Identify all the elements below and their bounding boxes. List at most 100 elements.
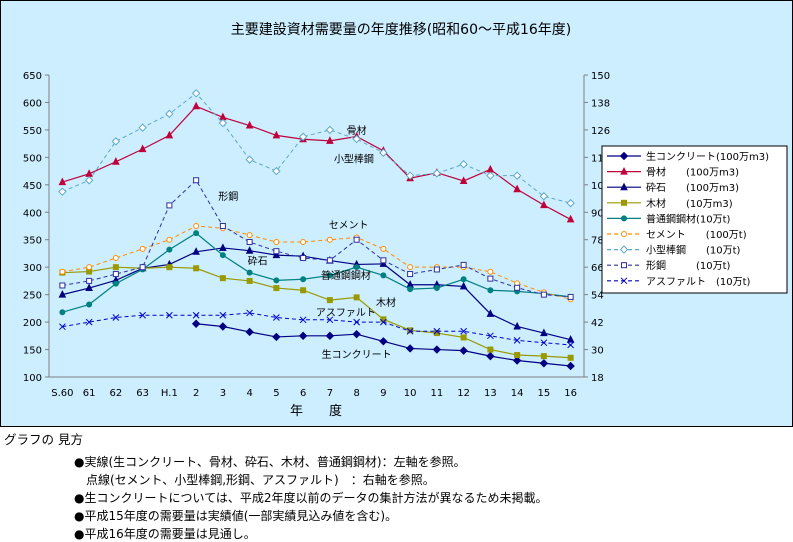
data-point — [138, 123, 147, 132]
data-point — [486, 164, 495, 173]
x-axis-tick-label: 5 — [273, 388, 279, 399]
data-point — [460, 261, 467, 268]
left-axis-tick-label: 600 — [23, 98, 42, 109]
data-point — [487, 346, 494, 353]
left-axis-tick-label: 100 — [23, 373, 42, 384]
x-axis-tick-label: 9 — [380, 388, 386, 399]
legend-marker-group — [621, 215, 627, 222]
data-point — [59, 282, 66, 289]
data-point — [246, 269, 253, 276]
legend-marker-group — [619, 245, 629, 254]
note-line: ●実線(生コンクリート、骨材、砕石、木材、普通鋼鋼材)：左軸を参照。 — [74, 455, 466, 469]
data-point — [139, 264, 146, 271]
data-point — [540, 339, 548, 347]
data-point — [352, 134, 361, 144]
notes-title: グラフの 見方 — [4, 432, 83, 447]
series-annotation: 生コンクリート — [322, 348, 392, 361]
data-point — [512, 171, 522, 180]
legend-label: 骨材 (100万m3) — [646, 166, 739, 179]
data-point — [85, 283, 93, 292]
data-point — [166, 236, 173, 243]
left-axis-tick-label: 250 — [23, 291, 42, 302]
data-point — [487, 268, 494, 275]
right-axis-tick-label: 54 — [591, 291, 604, 302]
series-line — [62, 247, 571, 341]
x-axis-tick-label: 12 — [457, 388, 470, 399]
series-annotation: 木材 — [376, 296, 396, 309]
legend-marker-group — [620, 166, 628, 175]
series-annotation: 骨材 — [347, 124, 367, 137]
series-annotation: 普通鋼鋼材 — [321, 269, 371, 282]
left-axis-tick-label: 400 — [23, 208, 42, 219]
data-point — [58, 177, 67, 186]
data-point — [326, 136, 334, 144]
x-axis-tick-label: 15 — [538, 388, 551, 399]
data-point — [487, 275, 494, 282]
data-point — [326, 236, 333, 243]
data-point — [379, 337, 388, 346]
x-axis-tick-label: 10 — [404, 388, 417, 399]
data-point — [380, 318, 387, 326]
right-axis-tick-label: 18 — [591, 373, 604, 384]
data-point — [165, 109, 174, 119]
x-axis-tick-label: 61 — [83, 388, 96, 399]
data-point — [513, 184, 521, 193]
x-axis-tick-label: 16 — [564, 388, 577, 399]
legend-marker — [621, 199, 627, 206]
left-axis-tick-label: 350 — [23, 236, 42, 247]
series-annotation: セメント — [329, 219, 369, 231]
note-line: ●平成15年度の需要量は実績値(一部実績見込み値を含む)。 — [74, 509, 398, 523]
data-point — [380, 245, 387, 252]
series-annotation: 砕石 — [248, 256, 268, 268]
x-axis-tick-label: 11 — [431, 388, 444, 399]
legend-label: アスファルト (10万t) — [646, 277, 751, 288]
data-point — [298, 132, 308, 141]
data-point — [566, 335, 575, 343]
legend-marker-group — [621, 262, 627, 269]
data-point — [405, 344, 415, 353]
data-point — [407, 264, 414, 271]
data-point — [166, 202, 173, 209]
legend-label: セメント (100万t) — [646, 229, 747, 241]
data-point — [326, 272, 333, 279]
x-axis-tick-label: S.60 — [51, 388, 73, 399]
data-point — [299, 316, 307, 324]
data-point — [273, 277, 280, 284]
data-point — [486, 171, 495, 180]
legend-label: 小型棒鋼 (10万t) — [646, 244, 741, 257]
right-axis-tick-label: 90 — [591, 208, 604, 219]
data-point — [86, 264, 93, 271]
data-point — [566, 361, 575, 371]
data-point — [191, 89, 201, 98]
right-axis-tick-label: 78 — [591, 236, 604, 247]
series-line — [62, 232, 571, 313]
series-annotation: 形鋼 — [218, 190, 238, 203]
data-point — [459, 176, 468, 184]
data-point — [59, 309, 66, 316]
series-group — [59, 177, 574, 300]
data-point — [246, 277, 253, 284]
x-axis-tick-label: 4 — [246, 388, 252, 399]
data-point — [112, 255, 119, 262]
data-point — [459, 160, 468, 169]
data-point — [246, 232, 253, 239]
data-point — [219, 252, 226, 259]
series-group — [59, 264, 574, 361]
data-point — [459, 281, 468, 290]
data-point — [112, 271, 119, 278]
x-axis-tick-label: 63 — [136, 388, 149, 399]
note-line: ●平成16年度の需要量は見通し。 — [74, 527, 256, 541]
data-point — [245, 120, 254, 129]
data-point — [407, 327, 414, 334]
x-axis-tick-label: H.1 — [161, 388, 178, 399]
data-point — [272, 166, 281, 176]
data-point — [245, 327, 254, 337]
legend-marker-group — [620, 182, 628, 191]
legend-label: 砕石 (100万m3) — [646, 182, 739, 194]
data-point — [567, 293, 574, 300]
data-point — [487, 332, 494, 340]
legend-label: 生コンクリート(100万m3) — [646, 150, 769, 163]
right-axis-tick-label: 138 — [591, 98, 610, 109]
legend-marker — [620, 182, 628, 191]
series-group — [58, 89, 575, 208]
